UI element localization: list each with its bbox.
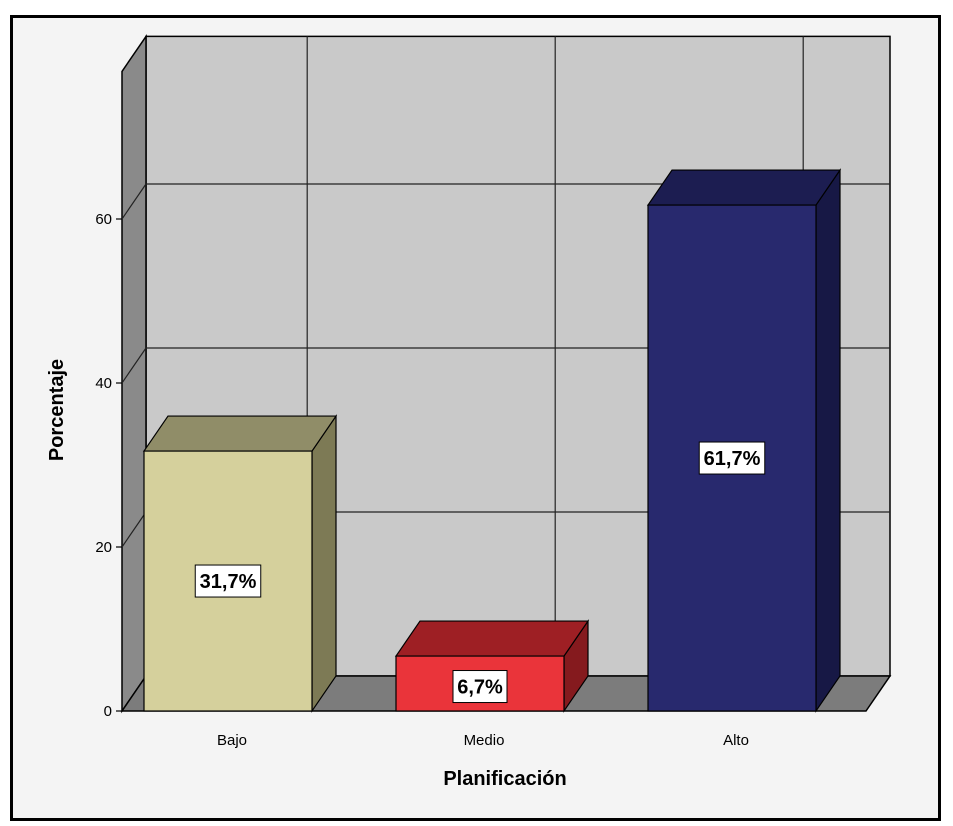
bar-bajo: 31,7%: [142, 414, 338, 713]
y-axis-title: Porcentaje: [46, 359, 68, 461]
gridline-side: [121, 347, 147, 384]
bar-top: [394, 620, 590, 657]
data-label: 61,7%: [704, 448, 761, 470]
bar-side: [815, 168, 841, 713]
y-tick-label: 0: [104, 703, 112, 720]
side-wall: [121, 33, 147, 714]
bar-side: [311, 414, 337, 713]
y-axis: 0 20 40 60: [95, 211, 122, 720]
data-label-box: [194, 564, 262, 598]
data-label-box: [698, 441, 766, 475]
x-tick-label: Alto: [723, 732, 749, 749]
x-tick-label: Medio: [464, 732, 505, 749]
y-tick-label: 20: [95, 539, 112, 556]
bars: 31,7% 6,7% 61,7%: [142, 168, 842, 713]
bar-alto: 61,7%: [646, 168, 842, 713]
bar-medio: 6,7%: [394, 619, 590, 713]
x-tick-label: Bajo: [217, 732, 247, 749]
data-label: 6,7%: [457, 677, 503, 699]
gridline-side: [121, 511, 147, 548]
bar-top: [142, 415, 338, 452]
bar-top: [646, 169, 842, 206]
y-tick-label: 60: [95, 211, 112, 228]
x-axis-title: Planificación: [443, 768, 566, 790]
data-label-box: [452, 670, 508, 704]
data-label: 31,7%: [200, 571, 257, 593]
x-axis: Bajo Medio Alto: [217, 732, 749, 749]
gridline-side: [121, 183, 147, 220]
y-tick-label: 40: [95, 375, 112, 392]
